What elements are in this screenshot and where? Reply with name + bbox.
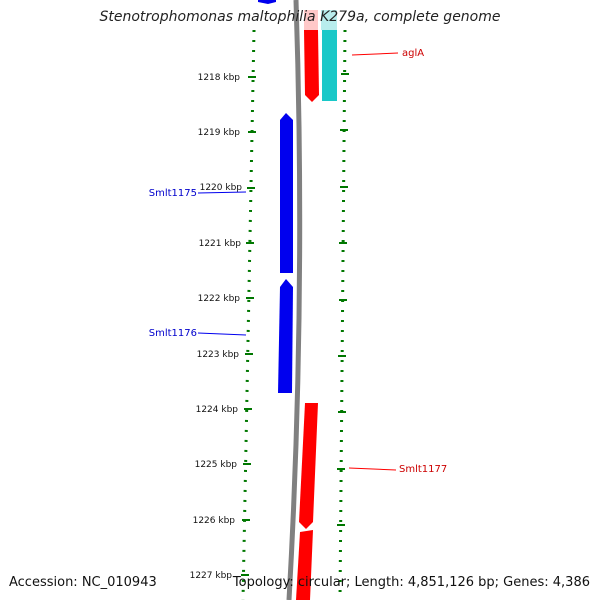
rna-features [321,10,337,101]
gene-label-smlt1177[interactable]: Smlt1177 [399,464,447,475]
gene-label-aglA[interactable]: aglA [402,48,424,59]
gene-label-leaders [197,52,399,471]
gene-labels: aglA Smlt1175 Smlt1176 Smlt1177 [149,48,448,475]
tick-label: 1227 kbp [190,571,233,581]
tick-label: 1218 kbp [198,73,241,83]
topology-text: Topology: circular; Length: 4,851,126 bp… [232,575,590,590]
gene-aglA[interactable] [304,30,319,102]
tick-label: 1219 kbp [198,128,241,138]
gene-partial-top[interactable] [258,0,276,4]
accession-text: Accession: NC_010943 [9,575,157,590]
rna-top-fade [321,10,337,30]
gene-label-smlt1175[interactable]: Smlt1175 [149,188,197,199]
right-tick-column [337,29,349,600]
tick-labels: 1218 kbp 1219 kbp 1220 kbp 1221 kbp 1222… [190,73,243,581]
forward-strand-genes [296,10,319,600]
gene-label-smlt1176[interactable]: Smlt1176 [149,328,197,339]
gene-smlt1175[interactable] [280,113,293,273]
left-tick-column [241,29,256,600]
genome-backbone [286,0,303,600]
reverse-strand-genes [258,0,293,393]
gene-bottom-red[interactable] [296,530,313,600]
tick-label: 1224 kbp [196,405,239,415]
tick-label: 1222 kbp [198,294,241,304]
gene-top-fade [304,10,318,30]
gene-smlt1177[interactable] [299,403,318,529]
rna-feature[interactable] [322,30,337,101]
tick-label: 1226 kbp [193,516,236,526]
gene-smlt1176[interactable] [278,279,293,393]
tick-label: 1221 kbp [199,239,242,249]
tick-label: 1220 kbp [200,183,243,193]
map-title: Stenotrophomonas maltophilia K279a, comp… [99,9,501,25]
tick-label: 1223 kbp [197,350,240,360]
tick-label: 1225 kbp [195,460,238,470]
